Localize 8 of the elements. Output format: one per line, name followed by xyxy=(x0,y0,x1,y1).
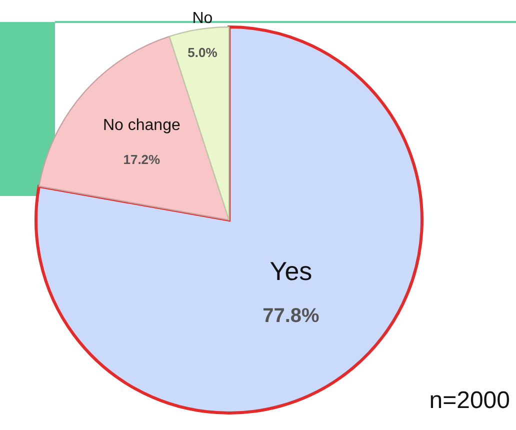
data-label: 5.0% xyxy=(188,45,218,60)
data-label: 17.2% xyxy=(123,152,161,167)
slice-label: Yes xyxy=(270,256,312,286)
slice-label: No change xyxy=(102,116,180,134)
text: n=2000 xyxy=(429,387,510,414)
pie-slice xyxy=(38,36,230,221)
data-label: 77.8% xyxy=(262,304,320,327)
pie-slice xyxy=(34,26,424,414)
